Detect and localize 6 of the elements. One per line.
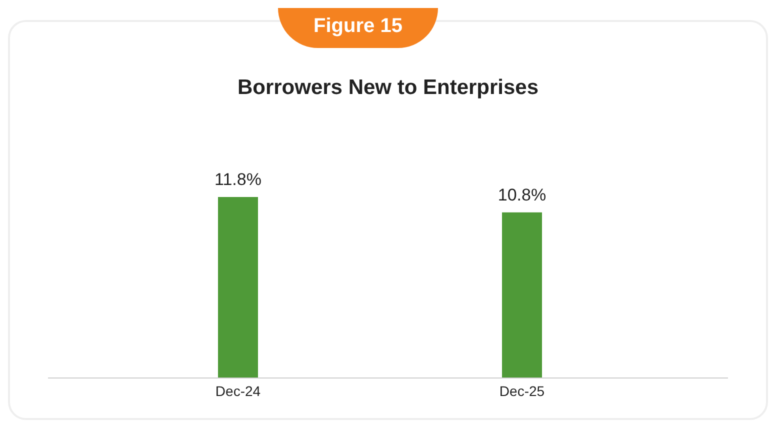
- x-tick-label: Dec-25: [499, 382, 545, 399]
- data-label: 10.8%: [498, 185, 546, 204]
- x-tick-label: Dec-24: [215, 382, 261, 399]
- chart-title: Borrowers New to Enterprises: [236, 76, 540, 100]
- caption: Figure 15: [278, 8, 438, 48]
- data-label: 11.8%: [214, 170, 262, 190]
